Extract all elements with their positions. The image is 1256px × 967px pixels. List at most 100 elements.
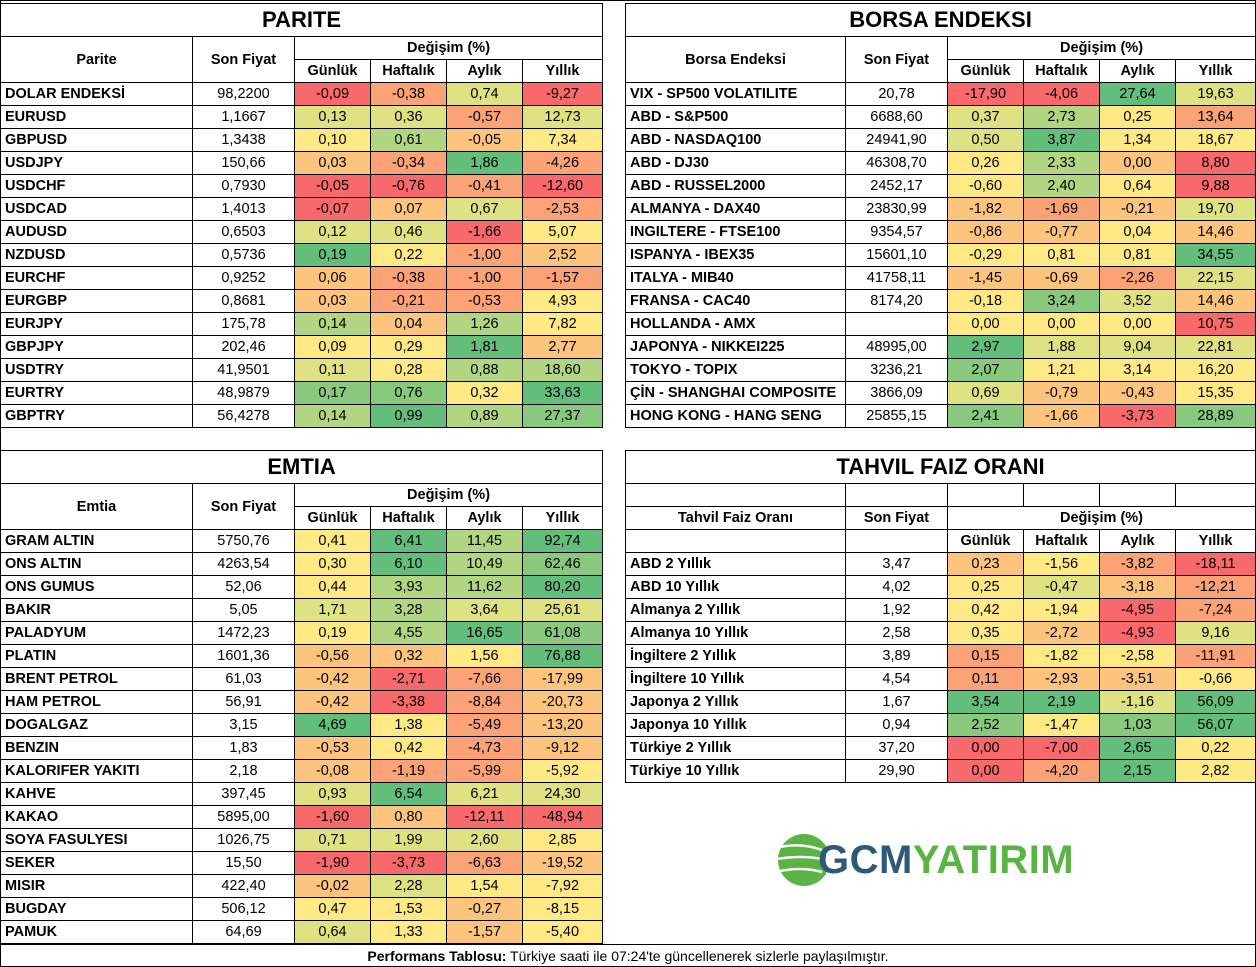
daily-change: 2,97: [947, 335, 1024, 359]
daily-change: 0,93: [294, 782, 371, 806]
instrument-name: ABD - DJ30: [625, 151, 846, 175]
last-price: 5,05: [192, 598, 295, 622]
emtia-table: EMTIA Emtia Son Fiyat Değişim (%) Günlük…: [0, 450, 604, 944]
yearly-change: 13,64: [1174, 105, 1256, 129]
instrument-name: GBPJPY: [0, 335, 193, 359]
instrument-name: İngiltere 2 Yıllık: [625, 644, 846, 668]
yearly-change: 12,73: [521, 105, 604, 129]
table-row: ABD 2 Yıllık 3,47 0,23 -1,56 -3,82 -18,11: [625, 552, 1256, 576]
instrument-name: USDCHF: [0, 174, 193, 198]
weekly-change: -0,76: [370, 174, 447, 198]
table-row: HONG KONG - HANG SENG 25855,15 2,41 -1,66 -3…: [625, 404, 1256, 428]
footer-label: Performans Tablosu:: [367, 948, 507, 964]
table-row: ABD - NASDAQ100 24941,90 0,50 3,87 1,34 18,67: [625, 128, 1256, 152]
weekly-change: 0,80: [370, 805, 447, 829]
last-price: 6688,60: [845, 105, 948, 129]
weekly-change: -7,00: [1023, 736, 1100, 760]
weekly-change: -3,73: [370, 851, 447, 875]
yearly-header: Yıllık: [521, 59, 604, 83]
daily-change: 3,54: [947, 690, 1024, 714]
instrument-name: GBPTRY: [0, 404, 193, 428]
weekly-change: 0,36: [370, 105, 447, 129]
last-price: 1026,75: [192, 828, 295, 852]
instrument-name: AUDUSD: [0, 220, 193, 244]
monthly-change: 0,81: [1099, 243, 1176, 267]
yearly-change: -8,15: [521, 897, 604, 921]
yearly-change: 76,88: [521, 644, 604, 668]
monthly-change: 16,65: [446, 621, 523, 645]
daily-change: 0,19: [294, 621, 371, 645]
last-price: 8174,20: [845, 289, 948, 313]
yearly-change: 2,52: [521, 243, 604, 267]
weekly-change: -0,38: [370, 82, 447, 106]
monthly-change: 0,04: [1099, 220, 1176, 244]
monthly-change: -4,93: [1099, 621, 1176, 645]
parite-table: PARITE Parite Son Fiyat Değişim (%) Günl…: [0, 3, 604, 428]
borsa-name-header: Borsa Endeksi: [625, 36, 846, 83]
weekly-change: 3,87: [1023, 128, 1100, 152]
monthly-change: 0,32: [446, 381, 523, 405]
instrument-name: BUGDAY: [0, 897, 193, 921]
last-price: 1,4013: [192, 197, 295, 221]
table-row: USDTRY 41,9501 0,11 0,28 0,88 18,60: [0, 358, 604, 382]
weekly-change: -2,72: [1023, 621, 1100, 645]
daily-change: -0,05: [294, 174, 371, 198]
weekly-change: 0,42: [370, 736, 447, 760]
logo-yatirim: YATIRIM: [912, 838, 1075, 882]
last-price: 64,69: [192, 920, 295, 944]
yearly-change: 16,20: [1174, 358, 1256, 382]
instrument-name: Türkiye 10 Yıllık: [625, 759, 846, 783]
yearly-change: -5,40: [521, 920, 604, 944]
instrument-name: KALORIFER YAKITI: [0, 759, 193, 783]
table-row: ALMANYA - DAX40 23830,99 -1,82 -1,69 -0,21 19…: [625, 197, 1256, 221]
yearly-change: 80,20: [521, 575, 604, 599]
instrument-name: FRANSA - CAC40: [625, 289, 846, 313]
daily-change: -0,29: [947, 243, 1024, 267]
last-price: 41758,11: [845, 266, 948, 290]
yearly-change: 18,60: [521, 358, 604, 382]
yearly-change: -7,92: [521, 874, 604, 898]
daily-change: -0,86: [947, 220, 1024, 244]
monthly-change: 3,64: [446, 598, 523, 622]
daily-change: 2,41: [947, 404, 1024, 428]
last-price: 175,78: [192, 312, 295, 336]
daily-change: 0,10: [294, 128, 371, 152]
table-row: Türkiye 10 Yıllık 29,90 0,00 -4,20 2,15 2,82: [625, 759, 1256, 783]
last-price: 422,40: [192, 874, 295, 898]
weekly-change: -1,94: [1023, 598, 1100, 622]
table-row: PALADYUM 1472,23 0,19 4,55 16,65 61,08: [0, 621, 604, 645]
yearly-change: 33,63: [521, 381, 604, 405]
change-header: Değişim (%): [293, 36, 604, 60]
yearly-change: 24,30: [521, 782, 604, 806]
last-price: 0,9252: [192, 266, 295, 290]
daily-change: 0,03: [294, 151, 371, 175]
daily-change: -0,07: [294, 197, 371, 221]
instrument-name: EURTRY: [0, 381, 193, 405]
last-price: 1601,36: [192, 644, 295, 668]
last-price: 2,58: [845, 621, 948, 645]
last-price: 3236,21: [845, 358, 948, 382]
instrument-name: ONS GUMUS: [0, 575, 193, 599]
instrument-name: NZDUSD: [0, 243, 193, 267]
yearly-change: -18,11: [1174, 552, 1256, 576]
yearly-change: 19,70: [1174, 197, 1256, 221]
yearly-change: -2,53: [521, 197, 604, 221]
last-price: 0,94: [845, 713, 948, 737]
daily-header: Günlük: [294, 59, 371, 83]
yearly-change: 25,61: [521, 598, 604, 622]
table-row: KAHVE 397,45 0,93 6,54 6,21 24,30: [0, 782, 604, 806]
table-row: KAKAO 5895,00 -1,60 0,80 -12,11 -48,94: [0, 805, 604, 829]
monthly-change: -5,99: [446, 759, 523, 783]
last-price: 20,78: [845, 82, 948, 106]
last-price: 48,9879: [192, 381, 295, 405]
daily-header: Günlük: [947, 529, 1024, 553]
daily-change: 0,44: [294, 575, 371, 599]
table-row: ÇİN - SHANGHAI COMPOSITE 3866,09 0,69 -0,79…: [625, 381, 1256, 405]
weekly-change: -3,38: [370, 690, 447, 714]
last-price: 1,92: [845, 598, 948, 622]
yearly-change: -1,57: [521, 266, 604, 290]
change-header: Değişim (%): [293, 483, 604, 507]
table-row: FRANSA - CAC40 8174,20 -0,18 3,24 3,52 14,46: [625, 289, 1256, 313]
table-row: NZDUSD 0,5736 0,19 0,22 -1,00 2,52: [0, 243, 604, 267]
table-row: PAMUK 64,69 0,64 1,33 -1,57 -5,40: [0, 920, 604, 944]
